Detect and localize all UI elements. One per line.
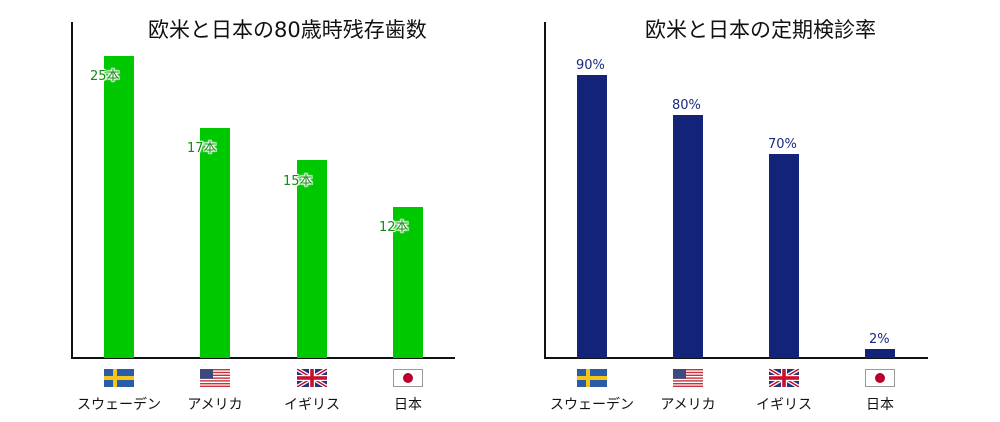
japan-flag-icon: [865, 369, 895, 387]
bar-japan: [393, 207, 423, 358]
value-label: 12本: [379, 220, 409, 235]
uk-flag-icon: [297, 369, 327, 387]
category-label: 日本: [866, 397, 894, 413]
bar-uk: [769, 154, 799, 358]
y-axis: [71, 22, 73, 359]
bar-usa: [200, 128, 230, 358]
usa-flag-icon: [200, 369, 230, 387]
japan-flag-icon: [393, 369, 423, 387]
chart-title: 欧米と日本の定期検診率: [645, 18, 876, 42]
y-axis: [544, 22, 546, 359]
value-label: 70%: [768, 137, 797, 152]
value-label: 2%: [869, 332, 890, 347]
category-label: イギリス: [284, 397, 340, 413]
sweden-flag-icon: [104, 369, 134, 387]
value-label: 25本: [90, 69, 120, 84]
sweden-flag-icon: [577, 369, 607, 387]
x-axis: [71, 357, 455, 359]
bar-usa: [673, 115, 703, 358]
value-label: 17本: [187, 141, 217, 156]
category-label: アメリカ: [660, 397, 716, 413]
usa-flag-icon: [673, 369, 703, 387]
bar-uk: [297, 160, 327, 358]
value-label: 80%: [672, 98, 701, 113]
x-axis: [544, 357, 928, 359]
bar-sweden: [104, 56, 134, 358]
category-label: イギリス: [756, 397, 812, 413]
uk-flag-icon: [769, 369, 799, 387]
category-label: アメリカ: [187, 397, 243, 413]
chart-title: 欧米と日本の80歳時残存歯数: [148, 18, 427, 42]
value-label: 90%: [576, 58, 605, 73]
category-label: スウェーデン: [77, 397, 161, 413]
bar-japan: [865, 349, 895, 358]
category-label: スウェーデン: [550, 397, 634, 413]
bar-sweden: [577, 75, 607, 358]
category-label: 日本: [394, 397, 422, 413]
teeth-remaining-chart: 欧米と日本の80歳時残存歯数 25本 17本 15本 12本 スウェーデン アメ…: [71, 18, 455, 413]
value-label: 15本: [283, 174, 313, 189]
